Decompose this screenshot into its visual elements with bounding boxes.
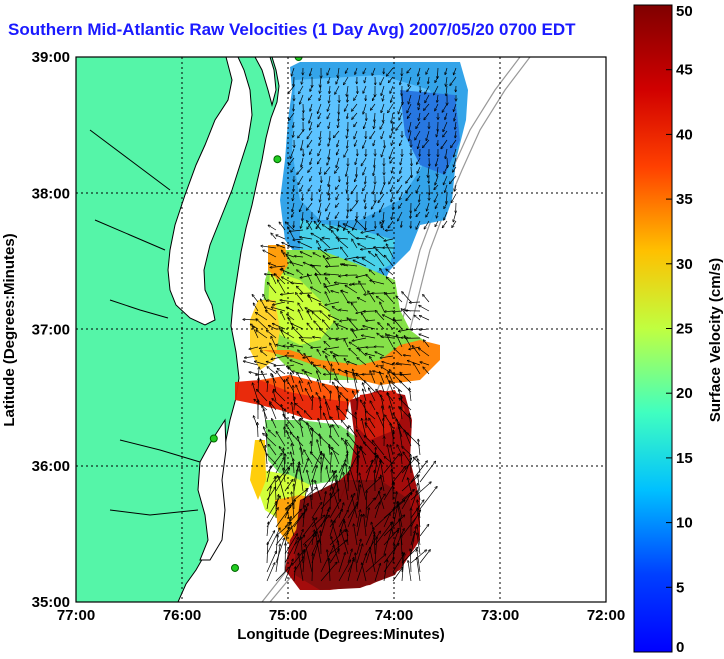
plot-frame	[75, 56, 607, 603]
y-axis-label: Latitude (Degrees:Minutes)	[1, 233, 18, 426]
x-axis-label: Longitude (Degrees:Minutes)	[237, 626, 445, 643]
station-markers	[209, 57, 303, 572]
delaware-bay	[254, 57, 277, 107]
map-title: Southern Mid-Atlantic Raw Velocities (1 …	[8, 20, 576, 39]
colorbar-tick-label: 25	[676, 321, 693, 338]
x-axis-ticks: 77:00 76:00 75:00 74:00 73:00 72:00	[57, 607, 625, 624]
y-tick-label: 37:00	[32, 322, 70, 339]
station-marker	[209, 434, 218, 443]
x-tick-label: 72:00	[587, 607, 625, 624]
x-tick-label: 75:00	[269, 607, 307, 624]
station-marker	[231, 563, 239, 572]
colorbar-tick-label: 10	[676, 515, 693, 532]
colorbar-tick-label: 20	[676, 385, 693, 402]
colorbar-tick-label: 45	[676, 62, 693, 79]
y-tick-label: 39:00	[32, 49, 70, 66]
colorbar-ticks: 0 5 10 15 20 25 30 35 40 45 50	[666, 3, 693, 656]
x-tick-label: 77:00	[57, 607, 95, 624]
velocity-arrows	[243, 67, 457, 582]
colorbar-tick-label: 5	[676, 579, 684, 596]
x-tick-label: 73:00	[481, 607, 519, 624]
chesapeake-bay	[167, 57, 253, 326]
y-tick-label: 38:00	[32, 185, 70, 202]
x-tick-label: 74:00	[375, 607, 413, 624]
grid-lines	[76, 57, 606, 602]
x-tick-label: 76:00	[163, 607, 201, 624]
station-marker	[294, 57, 303, 61]
colorbar-tick-label: 40	[676, 126, 693, 143]
y-tick-label: 35:00	[32, 594, 70, 611]
station-marker	[273, 155, 282, 164]
colorbar-tick-label: 30	[676, 256, 693, 273]
colorbar-tick-label: 35	[676, 191, 693, 208]
velocity-field	[235, 62, 468, 590]
colorbar-tick-label: 0	[676, 639, 684, 656]
colorbar-label: Surface Velocity (cm/s)	[707, 258, 724, 422]
colorbar-tick-label: 15	[676, 450, 693, 467]
y-axis-ticks: 39:00 38:00 37:00 36:00 35:00	[32, 49, 70, 611]
colorbar-tick-label: 50	[676, 3, 693, 20]
y-tick-label: 36:00	[32, 458, 70, 475]
colorbar	[633, 4, 673, 653]
